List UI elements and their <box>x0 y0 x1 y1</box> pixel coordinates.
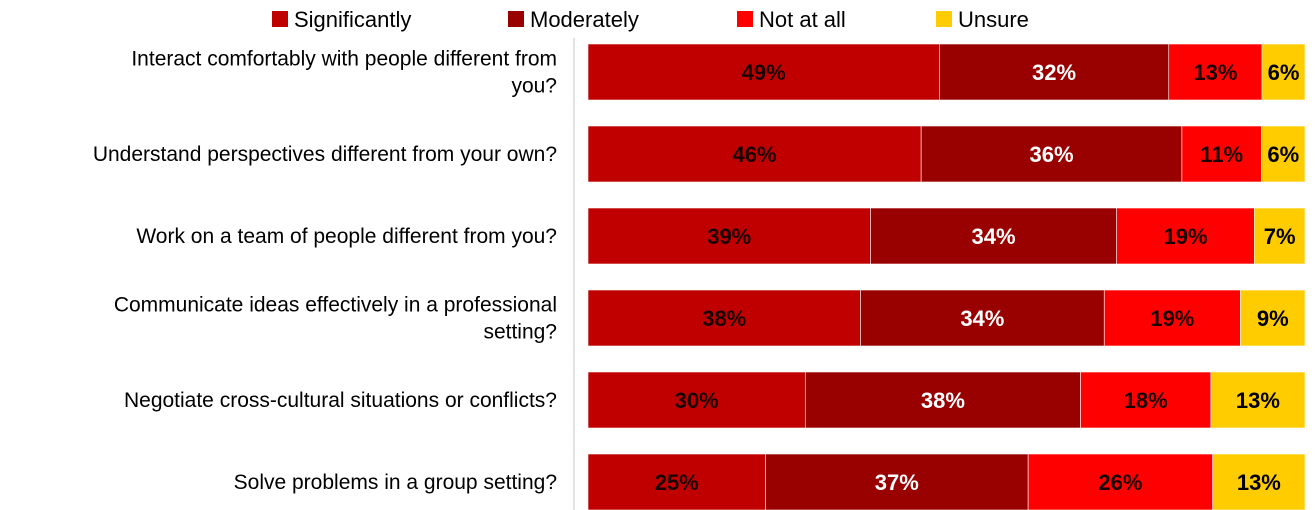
legend-swatch-unsure <box>936 11 952 27</box>
bar-segment-moderately <box>860 289 1105 347</box>
data-label-moderately: 34% <box>972 224 1016 249</box>
category-label: Interact comfortably with people differe… <box>131 48 557 98</box>
category-labels: Interact comfortably with people differe… <box>93 48 557 495</box>
legend-label-significantly: Significantly <box>294 7 411 32</box>
bar-segment-significantly <box>587 371 806 429</box>
legend-label-not-at-all: Not at all <box>759 7 846 32</box>
data-label-significantly: 30% <box>675 388 719 413</box>
bar-segment-moderately <box>939 43 1170 101</box>
legend-swatch-significantly <box>272 11 288 27</box>
data-label-not-at-all: 18% <box>1124 388 1168 413</box>
bar-segment-unsure <box>1210 371 1306 429</box>
category-label: Communicate ideas effectively in a profe… <box>114 294 557 344</box>
category-label: Understand perspectives different from y… <box>93 143 557 166</box>
bar-segment-significantly <box>587 289 861 347</box>
data-label-moderately: 38% <box>921 388 965 413</box>
bars: 49% 32% 13% 6% 46% 36% 11% 6% 39% 34% 19% 7% 38% 34% 1… <box>587 43 1306 510</box>
bar-segment-moderately <box>765 453 1029 510</box>
bar-segment-unsure <box>1261 125 1306 183</box>
bar-segment-unsure <box>1254 207 1306 265</box>
data-label-unsure: 9% <box>1257 306 1289 331</box>
legend-swatch-not-at-all <box>737 11 753 27</box>
category-label: Solve problems in a group setting? <box>234 471 557 494</box>
data-label-significantly: 39% <box>707 224 751 249</box>
data-label-significantly: 25% <box>655 470 699 495</box>
data-label-significantly: 46% <box>733 142 777 167</box>
data-label-unsure: 6% <box>1268 60 1300 85</box>
data-label-not-at-all: 26% <box>1098 470 1142 495</box>
data-label-moderately: 32% <box>1032 60 1076 85</box>
data-label-unsure: 7% <box>1264 224 1296 249</box>
bar-segment-significantly <box>587 207 871 265</box>
bar-segment-unsure <box>1240 289 1306 347</box>
data-label-unsure: 13% <box>1236 388 1280 413</box>
bar-segment-moderately <box>804 371 1081 429</box>
bar-segment-not-at-all <box>1116 207 1255 265</box>
bar-segment-not-at-all <box>1027 453 1214 510</box>
data-label-significantly: 49% <box>742 60 786 85</box>
bar-segment-unsure <box>1261 43 1306 101</box>
legend: Significantly Moderately Not at all Unsure <box>272 7 1029 32</box>
data-label-not-at-all: 13% <box>1193 60 1237 85</box>
data-label-not-at-all: 19% <box>1163 224 1207 249</box>
data-label-unsure: 13% <box>1237 470 1281 495</box>
data-label-significantly: 38% <box>702 306 746 331</box>
data-label-not-at-all: 19% <box>1150 306 1194 331</box>
data-label-moderately: 34% <box>960 306 1004 331</box>
bar-segment-moderately <box>920 125 1183 183</box>
legend-label-moderately: Moderately <box>530 7 639 32</box>
bar-segment-not-at-all <box>1080 371 1212 429</box>
legend-swatch-moderately <box>508 11 524 27</box>
data-label-moderately: 36% <box>1029 142 1073 167</box>
data-label-unsure: 6% <box>1267 142 1299 167</box>
bar-segment-not-at-all <box>1168 43 1263 101</box>
category-label: Work on a team of people different from … <box>136 225 557 248</box>
data-label-not-at-all: 11% <box>1200 142 1243 167</box>
bar-segment-moderately <box>870 207 1117 265</box>
bar-segment-significantly <box>587 43 940 101</box>
legend-label-unsure: Unsure <box>958 7 1029 32</box>
category-label: Negotiate cross-cultural situations or c… <box>124 389 557 412</box>
bar-segment-not-at-all <box>1103 289 1241 347</box>
data-label-moderately: 37% <box>875 470 919 495</box>
bar-segment-significantly <box>587 453 766 510</box>
bar-segment-unsure <box>1212 453 1306 510</box>
